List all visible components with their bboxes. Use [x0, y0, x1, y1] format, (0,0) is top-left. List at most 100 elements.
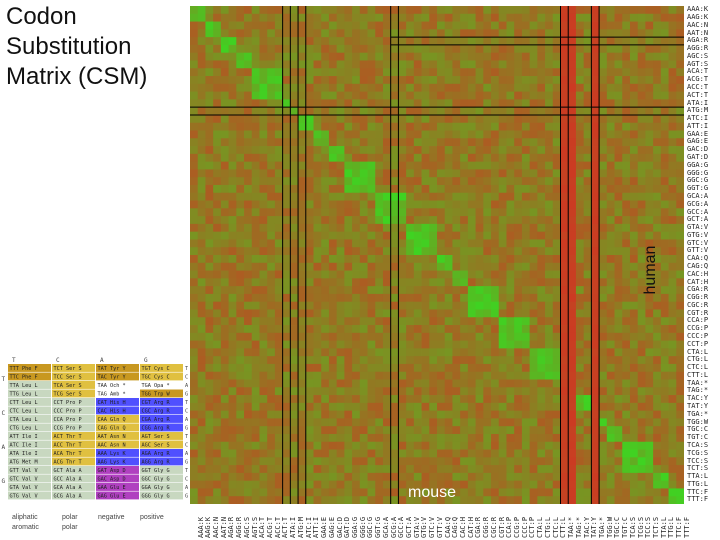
heatmap-cell	[282, 60, 291, 69]
heatmap-cell	[406, 325, 415, 334]
heatmap-cell	[537, 223, 546, 233]
heatmap-cell	[282, 356, 291, 365]
heatmap-cell	[429, 387, 438, 396]
heatmap-cell	[190, 472, 199, 482]
heatmap-cell	[514, 21, 523, 30]
heatmap-cell	[475, 457, 484, 466]
heatmap-cell	[653, 60, 662, 69]
heatmap-cell	[660, 278, 669, 287]
heatmap-cell	[514, 29, 523, 38]
heatmap-cell	[359, 29, 368, 38]
row-label: AAA:K	[687, 5, 709, 14]
heatmap-cell	[444, 426, 453, 435]
codon-table-cell	[52, 423, 95, 432]
heatmap-cell	[483, 130, 492, 139]
heatmap-cell	[313, 216, 322, 225]
heatmap-cell	[560, 449, 569, 458]
heatmap-cell	[298, 231, 307, 240]
heatmap-cell	[305, 6, 314, 15]
heatmap-cell	[213, 356, 222, 365]
heatmap-cell	[645, 348, 654, 357]
heatmap-cell	[645, 223, 654, 233]
codon-table-cell	[8, 457, 51, 466]
heatmap-cell	[213, 169, 222, 178]
heatmap-cell	[521, 68, 531, 77]
heatmap-cell	[660, 153, 669, 163]
heatmap-cell	[305, 60, 314, 69]
heatmap-cell	[197, 91, 206, 100]
heatmap-cell	[282, 348, 291, 357]
heatmap-cell	[413, 177, 422, 186]
heatmap-cell	[406, 488, 415, 497]
heatmap-cell	[637, 200, 646, 209]
heatmap-cell	[259, 107, 268, 116]
heatmap-cell	[197, 332, 206, 341]
heatmap-cell	[637, 83, 646, 92]
heatmap-cell	[382, 363, 392, 373]
heatmap-cell	[274, 184, 284, 194]
heatmap-cell	[406, 60, 415, 69]
heatmap-cell	[452, 223, 461, 233]
row-label: TAC:Y	[687, 394, 709, 403]
heatmap-cell	[197, 37, 206, 46]
heatmap-cell	[560, 114, 569, 124]
codon-table-text: CGC Arg R	[142, 409, 171, 415]
heatmap-cell	[444, 418, 453, 427]
heatmap-cell	[313, 184, 322, 194]
heatmap-cell	[390, 200, 399, 209]
heatmap-cell	[197, 293, 206, 303]
heatmap-cell	[336, 387, 345, 396]
heatmap-cell	[645, 122, 654, 131]
heatmap-cell	[653, 340, 662, 349]
heatmap-cell	[668, 91, 677, 100]
heatmap-cell	[444, 146, 453, 155]
heatmap-cell	[560, 29, 569, 38]
heatmap-cell	[498, 286, 507, 295]
heatmap-cell	[568, 239, 577, 248]
heatmap-cell	[629, 332, 639, 341]
heatmap-cell	[444, 21, 453, 30]
heatmap-cell	[220, 402, 229, 412]
heatmap-cell	[645, 426, 654, 435]
heatmap-cell	[676, 449, 684, 458]
codon-table-text: CCG Pro P	[54, 426, 82, 432]
heatmap-cell	[429, 325, 438, 334]
heatmap-cell	[359, 301, 368, 310]
heatmap-cell	[251, 426, 260, 435]
heatmap-cell	[375, 410, 384, 419]
heatmap-cell	[560, 348, 569, 357]
heatmap-cell	[645, 496, 654, 504]
heatmap-cell	[236, 488, 245, 497]
heatmap-cell	[367, 239, 376, 248]
heatmap-cell	[506, 395, 515, 404]
heatmap-cell	[514, 91, 523, 100]
heatmap-cell	[552, 138, 561, 147]
heatmap-cell	[382, 231, 392, 240]
heatmap-cell	[282, 177, 291, 186]
heatmap-cell	[452, 130, 461, 139]
heatmap-cell	[321, 60, 330, 69]
heatmap-cell	[552, 37, 561, 46]
heatmap-cell	[645, 91, 654, 100]
heatmap-cell	[483, 301, 492, 310]
heatmap-cell	[668, 21, 677, 30]
codon-table-text: TAG Amb *	[98, 392, 126, 398]
heatmap-cell	[452, 387, 461, 396]
heatmap-cell	[220, 340, 229, 349]
heatmap-cell	[444, 480, 453, 489]
heatmap-cell	[545, 223, 554, 233]
heatmap-cell	[545, 441, 554, 450]
heatmap-cell	[653, 68, 662, 77]
heatmap-cell	[575, 239, 585, 248]
heatmap-cell	[267, 278, 276, 287]
heatmap-cell	[352, 68, 361, 77]
heatmap-cell	[244, 270, 253, 279]
heatmap-cell	[213, 496, 222, 504]
heatmap-cell	[359, 410, 368, 419]
codon-table-cell	[8, 364, 51, 372]
heatmap-cell	[614, 99, 623, 108]
heatmap-cell	[413, 465, 422, 474]
heatmap-cell	[336, 146, 345, 155]
heatmap-cell	[220, 37, 229, 46]
heatmap-cell	[336, 208, 345, 217]
